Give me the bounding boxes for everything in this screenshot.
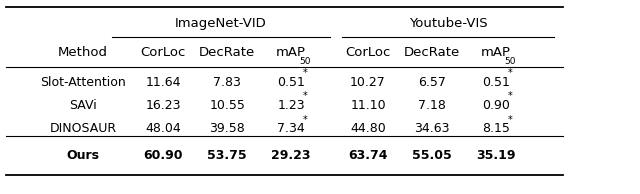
Text: 11.10: 11.10 [350, 99, 386, 112]
Text: 10.55: 10.55 [209, 99, 245, 112]
Text: 0.90: 0.90 [482, 99, 510, 112]
Text: Slot-Attention: Slot-Attention [40, 76, 126, 89]
Text: 55.05: 55.05 [412, 148, 452, 162]
Text: SAVi: SAVi [69, 99, 97, 112]
Text: Youtube-VIS: Youtube-VIS [409, 16, 487, 30]
Text: *: * [303, 114, 308, 125]
Text: *: * [508, 68, 513, 78]
Text: DecRate: DecRate [404, 46, 460, 59]
Text: 7.83: 7.83 [213, 76, 241, 89]
Text: *: * [508, 91, 513, 101]
Text: 53.75: 53.75 [207, 148, 247, 162]
Text: 39.58: 39.58 [209, 122, 245, 135]
Text: 29.23: 29.23 [271, 148, 311, 162]
Text: Ours: Ours [67, 148, 100, 162]
Text: 8.15: 8.15 [482, 122, 510, 135]
Text: *: * [303, 91, 308, 101]
Text: 7.18: 7.18 [418, 99, 446, 112]
Text: DecRate: DecRate [199, 46, 255, 59]
Text: mAP: mAP [481, 46, 511, 59]
Text: 0.51: 0.51 [277, 76, 305, 89]
Text: *: * [303, 68, 308, 78]
Text: 0.51: 0.51 [482, 76, 510, 89]
Text: Method: Method [58, 46, 108, 59]
Text: 35.19: 35.19 [476, 148, 516, 162]
Text: CorLoc: CorLoc [141, 46, 186, 59]
Text: 34.63: 34.63 [414, 122, 450, 135]
Text: 63.74: 63.74 [348, 148, 388, 162]
Text: 6.57: 6.57 [418, 76, 446, 89]
Text: 16.23: 16.23 [145, 99, 181, 112]
Text: 44.80: 44.80 [350, 122, 386, 135]
Text: *: * [508, 114, 513, 125]
Text: mAP: mAP [276, 46, 306, 59]
Text: 10.27: 10.27 [350, 76, 386, 89]
Text: 1.23: 1.23 [277, 99, 305, 112]
Text: 50: 50 [300, 57, 311, 66]
Text: 50: 50 [504, 57, 516, 66]
Text: CorLoc: CorLoc [346, 46, 390, 59]
Text: ImageNet-VID: ImageNet-VID [175, 16, 267, 30]
Text: DINOSAUR: DINOSAUR [50, 122, 116, 135]
Text: 11.64: 11.64 [145, 76, 181, 89]
Text: 60.90: 60.90 [143, 148, 183, 162]
Text: 7.34: 7.34 [277, 122, 305, 135]
Text: 48.04: 48.04 [145, 122, 181, 135]
